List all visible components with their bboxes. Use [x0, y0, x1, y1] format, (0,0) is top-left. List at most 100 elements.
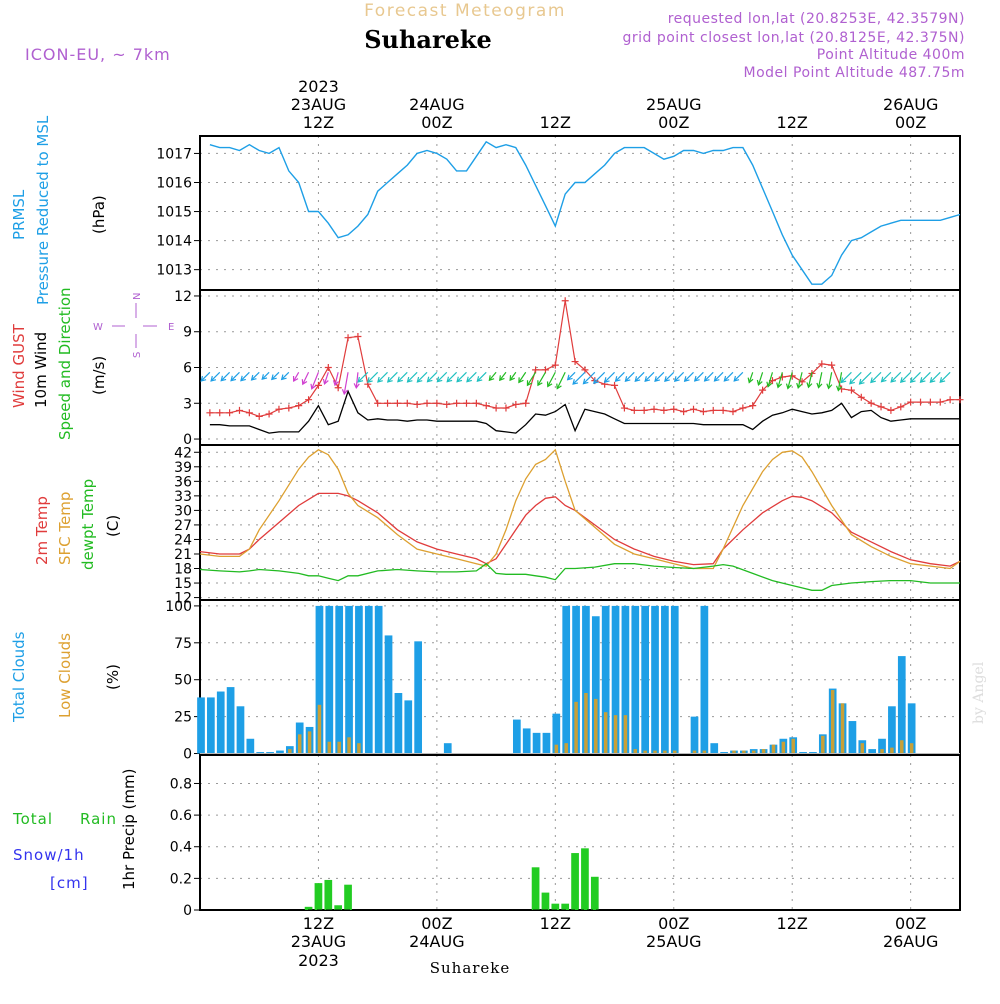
top-hour-label: 00Z: [895, 113, 926, 132]
wind-arrow: [572, 371, 586, 385]
wind-arrow-head: [357, 376, 364, 383]
total-cloud-bar: [414, 641, 422, 754]
y-tick-label: 9: [183, 325, 192, 341]
gust-marker: [492, 404, 500, 412]
model-altitude: Model Point Altitude 487.75m: [744, 65, 965, 81]
bottom-date-label: 23AUG: [291, 932, 346, 951]
gust-marker: [956, 396, 964, 404]
wind-arrow: [939, 371, 951, 383]
total-cloud-bar: [591, 616, 600, 754]
wind-arrow-head: [466, 376, 472, 383]
wind-arrow: [748, 372, 754, 383]
wind-arrow-head: [270, 374, 277, 381]
wind-arrow: [723, 371, 734, 382]
bottom-hour-label: 00Z: [895, 914, 926, 933]
rain-bar: [541, 892, 550, 910]
low-cloud-bar: [357, 743, 361, 754]
wind-arrow-head: [840, 377, 847, 384]
wind-arrow-head: [939, 377, 946, 383]
total-cloud-bar: [700, 605, 709, 754]
location-title: Suhareke: [364, 25, 492, 54]
pressure-line: [209, 140, 961, 285]
wind-arrow-head: [332, 380, 339, 387]
wind-arrow: [547, 371, 556, 387]
gust-marker: [551, 361, 559, 369]
total-cloud-bar: [325, 605, 334, 754]
compass-s: S: [132, 352, 143, 358]
rain-bar: [531, 867, 540, 910]
gust-marker: [541, 366, 549, 374]
total-cloud-bar: [562, 605, 571, 754]
rain-bar: [344, 884, 352, 910]
gust-marker: [857, 393, 865, 401]
wind-arrow: [387, 371, 398, 383]
bottom-date-label: 24AUG: [409, 932, 464, 951]
wind-arrow: [416, 371, 428, 383]
y-tick-label: 1014: [156, 234, 192, 250]
total-cloud-bar: [246, 738, 255, 754]
low-cloud-bar: [761, 749, 766, 754]
wind-arrow-head: [929, 377, 936, 383]
precip-axis-label: 1hr Precip (mm): [120, 769, 138, 890]
top-hour-label: 00Z: [658, 113, 689, 132]
gust-marker: [265, 410, 273, 418]
wind-arrow: [466, 371, 477, 383]
low-cloud-bar: [830, 690, 835, 754]
gust-marker: [423, 399, 431, 407]
wind-arrow: [870, 371, 882, 383]
total-cloud-bar: [404, 700, 413, 754]
total-cloud-bar: [374, 605, 383, 754]
wind-arrow: [210, 371, 221, 382]
gust-marker: [462, 399, 470, 407]
wind-arrow: [704, 371, 714, 382]
low-cloud-bar: [347, 737, 351, 754]
wind-arrow: [910, 371, 921, 383]
y-tick-label: 0.6: [170, 808, 192, 824]
total-cloud-bar: [216, 691, 225, 754]
wind-arrow-head: [566, 374, 573, 381]
bottom-date-label: 25AUG: [646, 932, 701, 951]
bottom-date-label: 26AUG: [883, 932, 938, 951]
y-tick-label: 3: [183, 396, 192, 412]
total-cloud-bar: [552, 713, 561, 754]
total-cloud-bar: [236, 706, 245, 754]
wind-arrow-head: [366, 377, 373, 383]
total-cloud-bar: [355, 605, 363, 754]
wind-arrow: [509, 371, 517, 381]
top-date-label: 23AUG: [291, 95, 346, 114]
total-cloud-bar: [335, 605, 344, 754]
compass-legend: N S W E: [93, 293, 174, 358]
low-cloud-bar: [821, 735, 825, 754]
y-tick-label: 21: [174, 547, 192, 563]
wind-arrow-head: [747, 377, 754, 384]
wind-arrow-head: [261, 374, 268, 380]
gust-marker: [729, 408, 737, 416]
total-cloud-bar: [315, 605, 324, 754]
total-cloud-bar: [621, 605, 630, 754]
wind-arrow: [767, 372, 774, 387]
wind-arrow-head: [654, 376, 661, 382]
wind-arrow: [200, 371, 211, 382]
low-cloud-bar: [564, 743, 568, 754]
gust-marker: [502, 404, 510, 412]
bottom-hour-label: 12Z: [303, 914, 334, 933]
gust-marker: [305, 396, 313, 404]
wind-arrow: [518, 371, 527, 383]
wind-arrow-head: [310, 383, 317, 390]
gust-marker: [640, 406, 648, 414]
gust-marker: [907, 398, 915, 406]
wind-arrow-head: [582, 378, 589, 385]
wind-arrow-head: [556, 383, 562, 390]
watermark: by Angel: [971, 661, 987, 724]
prmsl-unit-label: (hPa): [90, 195, 108, 234]
total-cloud-bar: [661, 605, 669, 754]
wind-arrow: [407, 371, 418, 383]
gust-marker: [847, 386, 855, 394]
wind-arrow-head: [664, 376, 670, 382]
gust-marker: [897, 403, 905, 411]
gust-marker: [206, 409, 214, 417]
gust-marker: [443, 400, 451, 408]
rain-bar: [590, 876, 599, 910]
wind-arrow-head: [499, 375, 505, 382]
